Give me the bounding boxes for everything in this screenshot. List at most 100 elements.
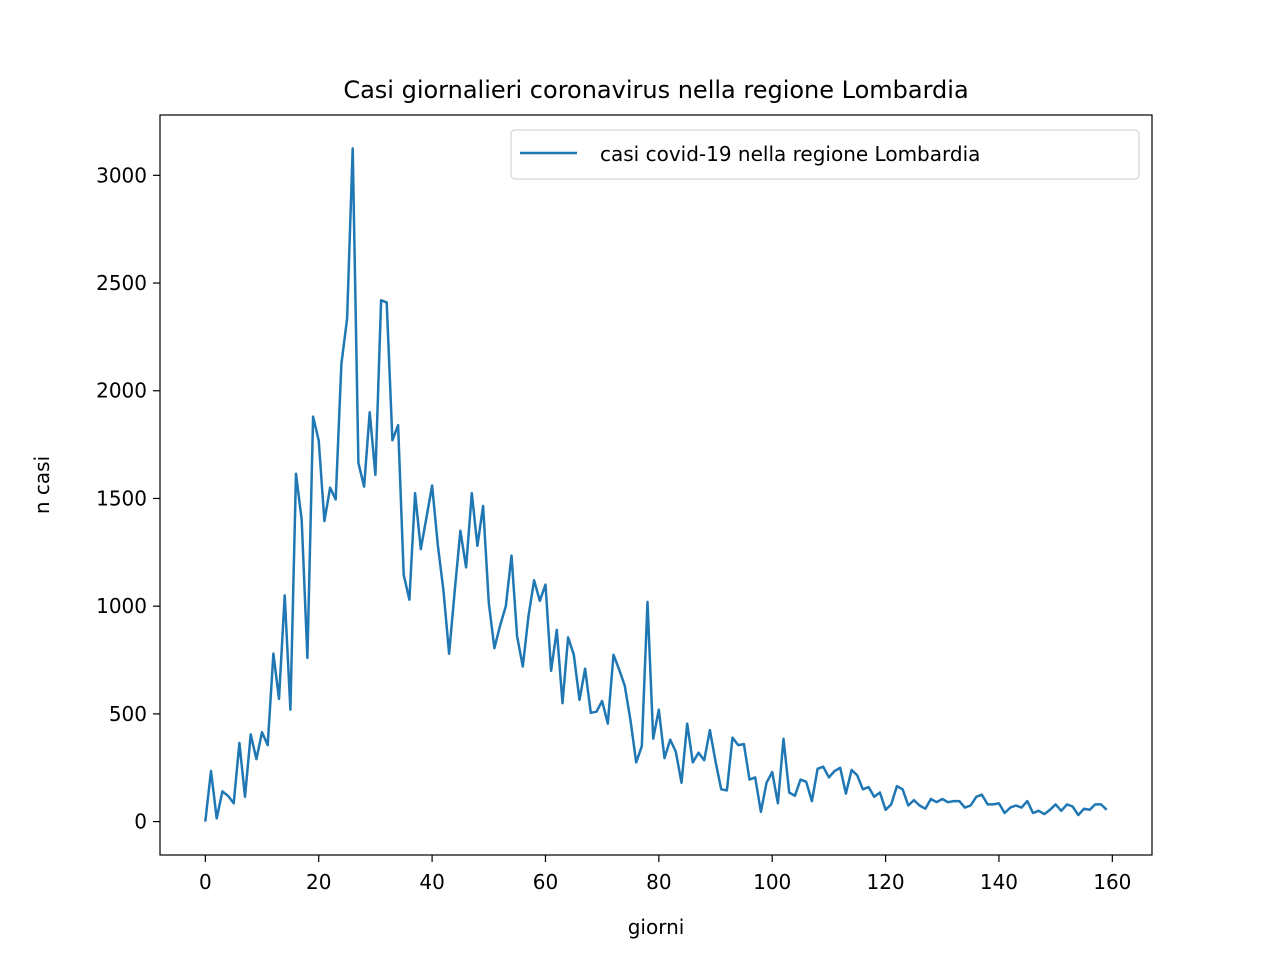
data-point <box>862 788 864 790</box>
data-point <box>800 779 802 781</box>
data-point <box>488 602 490 604</box>
data-point <box>992 803 994 805</box>
data-point <box>550 670 552 672</box>
data-point <box>579 699 581 701</box>
data-point <box>856 774 858 776</box>
data-point <box>1032 812 1034 814</box>
data-point <box>465 566 467 568</box>
data-point <box>686 723 688 725</box>
data-point <box>403 574 405 576</box>
data-point <box>607 723 609 725</box>
data-point <box>970 805 972 807</box>
data-point <box>669 739 671 741</box>
legend-box <box>510 129 1140 180</box>
data-point <box>613 654 615 656</box>
x-axis-ticks: 0 20 40 60 80 100 120 140 160 <box>199 855 1131 894</box>
data-point <box>528 615 530 617</box>
data-point <box>601 700 603 702</box>
data-point <box>420 548 422 550</box>
y-tick-label: 2000 <box>96 379 147 403</box>
data-point <box>459 530 461 532</box>
data-point <box>658 709 660 711</box>
data-point <box>369 411 371 413</box>
data-point <box>312 416 314 418</box>
data-point <box>890 803 892 805</box>
chart-title: Casi giornalieri coronavirus nella regio… <box>343 76 968 104</box>
data-point <box>363 486 365 488</box>
data-point <box>204 821 206 823</box>
data-point <box>760 811 762 813</box>
data-point <box>664 757 666 759</box>
data-point <box>437 544 439 546</box>
data-point <box>675 751 677 753</box>
data-point <box>397 424 399 426</box>
data-point <box>873 796 875 798</box>
data-point <box>278 698 280 700</box>
data-point <box>499 625 501 627</box>
data-point <box>1100 803 1102 805</box>
y-axis-label: n casi <box>30 456 54 514</box>
data-point <box>590 712 592 714</box>
data-point <box>573 654 575 656</box>
data-point <box>306 657 308 659</box>
data-point <box>505 605 507 607</box>
data-point <box>1038 810 1040 812</box>
data-point <box>516 635 518 637</box>
data-point <box>1089 809 1091 811</box>
data-point <box>261 731 263 733</box>
data-point <box>289 709 291 711</box>
data-point <box>981 794 983 796</box>
data-point <box>539 600 541 602</box>
data-point <box>442 589 444 591</box>
data-point <box>545 584 547 586</box>
data-point <box>1060 810 1062 812</box>
data-point <box>1049 809 1051 811</box>
data-point <box>692 761 694 763</box>
data-point <box>511 555 513 557</box>
data-point <box>221 790 223 792</box>
data-point <box>471 492 473 494</box>
data-point <box>284 594 286 596</box>
data-point <box>924 808 926 810</box>
data-point <box>346 318 348 320</box>
data-point <box>834 770 836 772</box>
data-point <box>233 802 235 804</box>
data-point <box>431 485 433 487</box>
data-point <box>851 769 853 771</box>
data-point <box>845 793 847 795</box>
data-point <box>562 702 564 704</box>
data-point <box>896 785 898 787</box>
x-tick-label: 100 <box>753 870 791 894</box>
data-point <box>913 799 915 801</box>
data-point <box>250 733 252 735</box>
plot-area <box>160 115 1152 855</box>
data-point <box>635 761 637 763</box>
data-point <box>794 795 796 797</box>
series-line-lombardia <box>204 147 1108 822</box>
data-point <box>295 473 297 475</box>
data-point <box>726 789 728 791</box>
data-point <box>652 738 654 740</box>
data-point <box>556 629 558 631</box>
data-point <box>737 744 739 746</box>
y-tick-label: 1000 <box>96 594 147 618</box>
data-point <box>493 647 495 649</box>
data-point <box>783 738 785 740</box>
y-tick-label: 1500 <box>96 486 147 510</box>
data-point <box>828 776 830 778</box>
data-point <box>1015 805 1017 807</box>
data-point <box>255 758 257 760</box>
data-point <box>958 800 960 802</box>
data-point <box>1072 806 1074 808</box>
data-point <box>839 767 841 769</box>
data-point <box>709 729 711 731</box>
data-point <box>998 802 1000 804</box>
data-point <box>238 742 240 744</box>
data-point <box>1106 809 1108 811</box>
x-tick-label: 40 <box>419 870 444 894</box>
data-point <box>340 363 342 365</box>
data-point <box>936 801 938 803</box>
data-point <box>1066 803 1068 805</box>
legend-label: casi covid-19 nella regione Lombardia <box>600 142 980 166</box>
